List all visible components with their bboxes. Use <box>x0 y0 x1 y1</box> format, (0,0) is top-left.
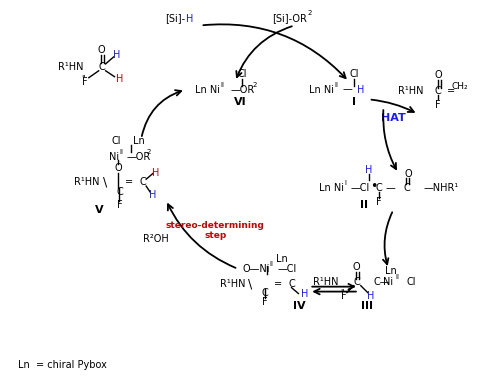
Text: '': '' <box>82 75 86 84</box>
Text: Ln: Ln <box>276 254 287 264</box>
Text: =: = <box>446 87 455 97</box>
Text: Ln  = chiral Pybox: Ln = chiral Pybox <box>18 360 106 371</box>
Text: R¹HN: R¹HN <box>74 177 100 187</box>
Text: \: \ <box>248 277 252 290</box>
Text: C: C <box>140 177 146 187</box>
Text: Ln Ni: Ln Ni <box>196 85 220 95</box>
Text: [Si]-: [Si]- <box>166 14 186 24</box>
Text: H: H <box>152 168 160 178</box>
Text: Cl: Cl <box>349 69 358 79</box>
Text: Cl: Cl <box>238 69 247 79</box>
Text: —: — <box>386 183 396 193</box>
Text: 2: 2 <box>308 10 312 16</box>
Text: O: O <box>434 70 442 80</box>
Text: =: = <box>126 177 134 187</box>
Text: stereo-determining: stereo-determining <box>166 221 265 230</box>
Text: F: F <box>82 77 87 87</box>
Text: Cl: Cl <box>112 136 122 146</box>
Text: \: \ <box>102 176 107 189</box>
Text: [Si]-OR: [Si]-OR <box>272 14 308 24</box>
Text: C: C <box>98 62 105 72</box>
Text: O: O <box>98 45 106 55</box>
Text: Ln Ni: Ln Ni <box>309 85 334 95</box>
Text: H: H <box>367 291 374 301</box>
Text: •: • <box>370 180 378 192</box>
Text: R²OH: R²OH <box>143 234 169 244</box>
Text: II: II <box>360 200 368 210</box>
Text: —NHR¹: —NHR¹ <box>423 183 458 193</box>
Text: I: I <box>352 97 356 107</box>
Text: CH₂: CH₂ <box>452 82 468 91</box>
Text: C: C <box>375 183 382 193</box>
Text: R¹HN: R¹HN <box>58 62 84 72</box>
Text: II: II <box>270 261 274 267</box>
Text: C: C <box>404 183 410 193</box>
Text: —Cl: —Cl <box>278 264 297 274</box>
Text: II: II <box>334 81 338 88</box>
Text: R¹HN: R¹HN <box>220 279 245 289</box>
Text: C: C <box>434 87 442 97</box>
Text: R¹HN: R¹HN <box>314 277 339 287</box>
Text: Ln: Ln <box>134 136 145 146</box>
Text: F: F <box>262 298 268 307</box>
Text: F: F <box>116 200 122 210</box>
Text: O—Ni: O—Ni <box>242 264 270 274</box>
Text: O: O <box>353 262 360 272</box>
Text: Ni: Ni <box>384 277 394 287</box>
Text: C: C <box>354 277 360 287</box>
Text: VI: VI <box>234 97 246 107</box>
Text: F: F <box>376 197 382 207</box>
Text: H: H <box>300 289 308 298</box>
Text: C: C <box>262 288 268 298</box>
Text: C: C <box>116 187 123 197</box>
Text: Ln Ni: Ln Ni <box>319 183 344 193</box>
Text: —OR: —OR <box>126 152 150 161</box>
Text: Cl: Cl <box>406 277 415 287</box>
Text: F: F <box>435 100 440 110</box>
Text: H: H <box>365 165 372 175</box>
Text: —: — <box>343 85 352 95</box>
Text: R¹HN: R¹HN <box>398 87 423 97</box>
Text: V: V <box>96 205 104 215</box>
Text: '': '' <box>340 289 345 298</box>
Text: =: = <box>274 279 282 289</box>
Text: H: H <box>116 74 123 84</box>
Text: H: H <box>113 50 120 60</box>
Text: II: II <box>120 149 124 154</box>
Text: IV: IV <box>293 301 306 311</box>
Text: F: F <box>341 291 347 301</box>
Text: O: O <box>404 169 412 179</box>
Text: O: O <box>114 163 122 173</box>
Text: H: H <box>357 85 364 95</box>
Text: III: III <box>360 301 372 311</box>
Text: I: I <box>344 180 346 186</box>
Text: H: H <box>186 14 193 24</box>
Text: 2: 2 <box>146 149 150 154</box>
Text: II: II <box>396 274 400 280</box>
Text: —OR: —OR <box>230 85 254 95</box>
Text: C: C <box>288 279 295 289</box>
Text: —Cl: —Cl <box>351 183 370 193</box>
Text: Ni: Ni <box>110 152 120 161</box>
Text: Ln: Ln <box>384 266 396 276</box>
Text: 2: 2 <box>253 81 258 88</box>
Text: step: step <box>204 231 227 240</box>
Text: H: H <box>150 190 157 200</box>
Text: HAT: HAT <box>381 113 406 123</box>
Text: C—: C— <box>374 277 390 287</box>
Text: II: II <box>220 81 224 88</box>
